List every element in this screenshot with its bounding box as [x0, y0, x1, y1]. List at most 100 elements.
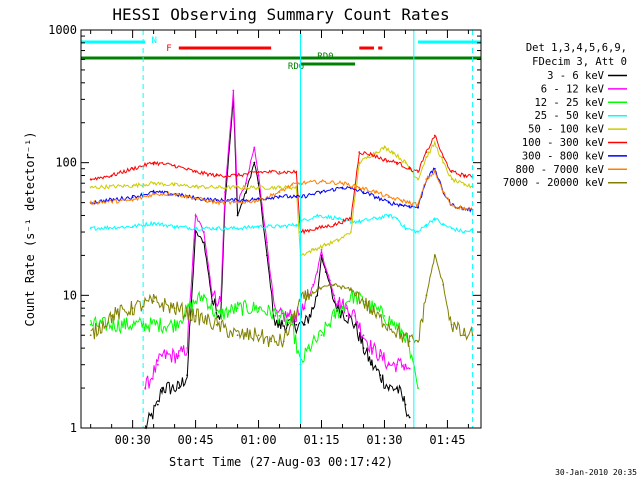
- y-tick-label-0: 1: [70, 421, 77, 435]
- data-point-1-0: [144, 387, 147, 389]
- data-point-5-24: [450, 171, 453, 173]
- series-line-8: [90, 254, 474, 348]
- data-point-5-6: [215, 174, 218, 177]
- data-point-1-8: [219, 300, 222, 303]
- legend-label-2: 12 - 25 keV: [534, 97, 604, 109]
- data-point-3-18: [404, 227, 407, 230]
- data-point-0-5: [194, 231, 197, 233]
- data-point-0-14: [257, 182, 260, 185]
- data-point-0-19: [295, 323, 298, 326]
- chart-title: HESSI Observing Summary Count Rates: [112, 5, 449, 24]
- data-point-8-6: [215, 323, 218, 326]
- data-point-4-7: [257, 186, 260, 189]
- data-point-0-20: [303, 323, 306, 326]
- data-point-7-12: [341, 182, 344, 185]
- data-point-5-8: [257, 171, 260, 173]
- data-point-4-20: [404, 161, 407, 164]
- data-point-4-17: [375, 151, 377, 154]
- data-point-3-14: [358, 220, 361, 223]
- data-point-6-16: [387, 201, 390, 204]
- data-point-6-2: [152, 191, 155, 193]
- data-point-1-26: [333, 294, 335, 297]
- data-point-6-1: [131, 196, 134, 199]
- y-tick-label-3: 1000: [48, 23, 77, 37]
- data-point-5-25: [463, 174, 466, 177]
- data-point-8-23: [442, 283, 445, 286]
- data-point-1-31: [370, 347, 373, 350]
- data-point-3-0: [89, 227, 92, 230]
- data-point-4-19: [391, 151, 394, 154]
- data-point-8-9: [270, 340, 273, 343]
- data-point-5-2: [131, 167, 134, 170]
- series-line-5: [90, 136, 473, 235]
- data-point-1-29: [354, 314, 356, 317]
- data-point-8-13: [333, 283, 335, 286]
- y-tick-label-2: 100: [55, 156, 77, 170]
- x-tick-label-5: 01:45: [429, 433, 465, 447]
- data-point-7-20: [433, 171, 436, 173]
- data-point-7-6: [236, 201, 239, 204]
- data-point-4-24: [442, 161, 445, 164]
- x-axis-label: Start Time (27-Aug-03 00:17:42): [169, 455, 393, 469]
- data-point-8-3: [152, 300, 155, 303]
- data-point-0-3: [177, 387, 180, 389]
- data-point-4-9: [295, 186, 298, 189]
- data-point-1-6: [203, 231, 205, 233]
- data-point-2-13: [333, 314, 335, 317]
- data-point-6-14: [362, 191, 365, 193]
- data-point-1-9: [224, 191, 226, 193]
- legend-label-8: 7000 - 20000 keV: [503, 177, 605, 189]
- data-point-5-19: [408, 167, 411, 170]
- series-line-6: [90, 167, 474, 213]
- data-point-1-12: [245, 182, 247, 185]
- data-point-1-4: [186, 347, 189, 350]
- data-point-4-25: [450, 178, 453, 181]
- data-point-7-18: [417, 204, 419, 206]
- data-point-4-26: [463, 183, 466, 186]
- data-point-3-6: [236, 227, 239, 230]
- legend: Det 1,3,4,5,6,9, FDecim 3, Att 0 3 - 6 k…: [503, 42, 627, 189]
- data-point-1-28: [345, 307, 348, 310]
- data-point-1-36: [408, 367, 411, 370]
- data-point-7-7: [257, 199, 260, 202]
- data-point-1-3: [177, 354, 180, 357]
- data-point-1-2: [161, 354, 163, 357]
- data-point-8-4: [173, 307, 176, 310]
- legend-label-6: 300 - 800 keV: [522, 150, 605, 162]
- data-point-0-22: [316, 294, 319, 297]
- data-point-8-5: [194, 314, 197, 317]
- y-axis-label: Count Rate (s⁻¹ detector⁻¹): [23, 131, 37, 326]
- legend-label-5: 100 - 300 keV: [522, 137, 605, 149]
- data-point-1-34: [396, 363, 398, 366]
- data-point-3-8: [278, 225, 281, 228]
- data-point-5-18: [396, 161, 398, 164]
- data-point-6-18: [408, 205, 411, 208]
- x-tick-label-2: 01:00: [240, 433, 276, 447]
- data-point-8-8: [257, 334, 260, 337]
- data-point-8-7: [236, 334, 239, 337]
- data-point-1-32: [379, 354, 382, 357]
- data-point-8-22: [433, 254, 436, 257]
- flag-label-flare: F: [166, 44, 171, 54]
- data-point-0-26: [333, 300, 335, 303]
- data-point-6-13: [349, 187, 352, 190]
- data-point-8-2: [131, 307, 134, 310]
- legend-header-line-2: FDecim 3, Att 0: [532, 56, 627, 68]
- flag-label-night: N: [152, 36, 157, 46]
- data-point-3-1: [131, 225, 134, 228]
- data-point-4-11: [312, 249, 315, 251]
- data-point-0-17: [278, 323, 281, 326]
- data-point-3-21: [433, 217, 436, 220]
- data-point-0-28: [345, 314, 348, 317]
- data-point-7-5: [215, 201, 218, 204]
- data-point-3-17: [396, 217, 398, 220]
- data-point-4-8: [278, 186, 281, 189]
- series-7: [89, 168, 474, 212]
- data-point-4-21: [417, 178, 419, 181]
- legend-label-7: 800 - 7000 keV: [515, 164, 604, 176]
- data-point-5-5: [194, 171, 197, 173]
- data-point-8-24: [450, 323, 453, 326]
- data-point-0-35: [404, 403, 407, 406]
- data-point-7-19: [425, 178, 428, 181]
